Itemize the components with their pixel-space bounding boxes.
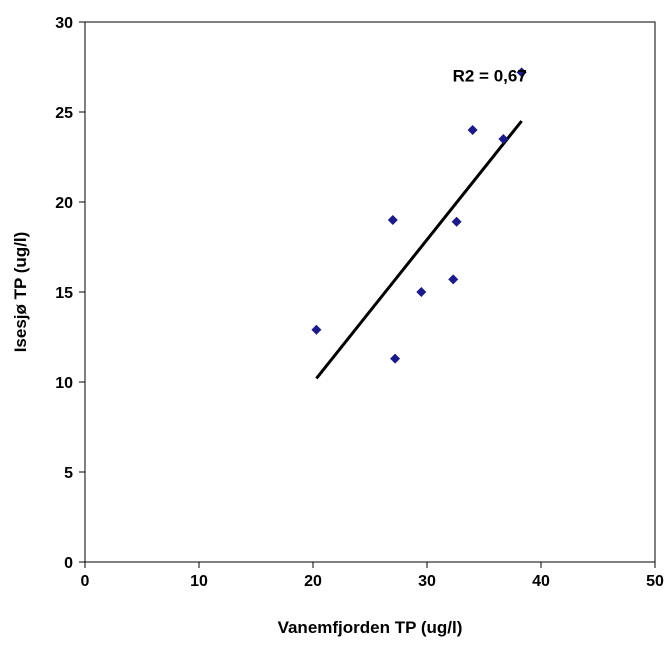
x-tick-label: 10	[190, 573, 208, 590]
x-tick-label: 0	[81, 573, 90, 590]
data-point	[451, 216, 462, 227]
x-axis-title: Vanemfjorden TP (ug/l)	[278, 618, 463, 637]
x-tick-label: 20	[304, 573, 322, 590]
data-point	[390, 353, 401, 364]
y-tick-label: 10	[55, 375, 73, 392]
r-squared-annotation: R2 = 0,67	[453, 66, 527, 85]
x-tick-label: 30	[418, 573, 436, 590]
data-point	[467, 125, 478, 135]
data-point	[311, 324, 322, 335]
y-tick-label: 15	[55, 285, 73, 302]
x-tick-label: 40	[532, 573, 550, 590]
y-tick-label: 30	[55, 15, 73, 32]
x-tick-label: 50	[646, 573, 664, 590]
plot-area	[84, 21, 656, 563]
data-point	[416, 287, 427, 297]
data-point	[448, 274, 459, 285]
trendline	[315, 120, 523, 380]
y-tick-label: 25	[55, 105, 73, 122]
y-axis-title: Isesjø TP (ug/l)	[11, 232, 30, 353]
data-point	[498, 134, 509, 144]
data-point	[516, 67, 527, 78]
data-point	[387, 215, 398, 225]
y-tick-label: 0	[64, 555, 73, 572]
y-tick-label: 5	[64, 465, 73, 482]
y-tick-label: 20	[55, 195, 73, 212]
